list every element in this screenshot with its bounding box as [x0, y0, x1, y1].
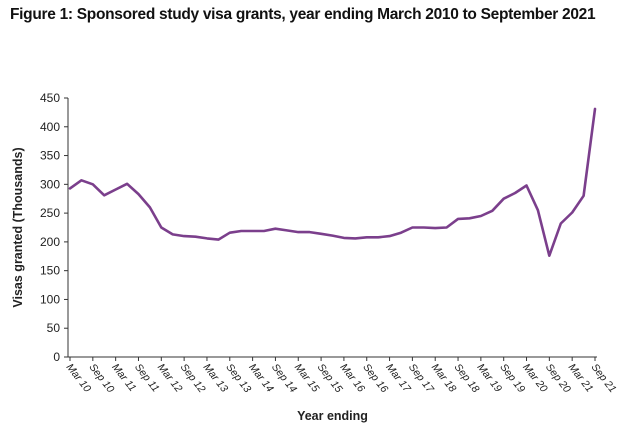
- y-tick-label: 450: [40, 91, 60, 105]
- x-tick-label: Sep 21: [589, 361, 619, 395]
- y-tick-label: 250: [40, 206, 60, 220]
- y-axis-title: Visas granted (Thousands): [11, 147, 25, 307]
- y-tick-label: 350: [40, 149, 60, 163]
- figure-title: Figure 1: Sponsored study visa grants, y…: [10, 6, 596, 23]
- y-tick-label: 50: [47, 321, 61, 335]
- y-tick-label: 400: [40, 120, 60, 134]
- y-axis-ticks: 0 50 100 150 200 250 300 350 400 450: [40, 91, 68, 364]
- y-tick-label: 0: [53, 350, 60, 364]
- series-line: [68, 107, 597, 257]
- x-axis-title: Year ending: [297, 409, 368, 423]
- y-tick-label: 300: [40, 177, 60, 191]
- y-tick-label: 200: [40, 235, 60, 249]
- y-tick-label: 150: [40, 264, 60, 278]
- series-layer: [68, 107, 597, 257]
- y-tick-label: 100: [40, 292, 60, 306]
